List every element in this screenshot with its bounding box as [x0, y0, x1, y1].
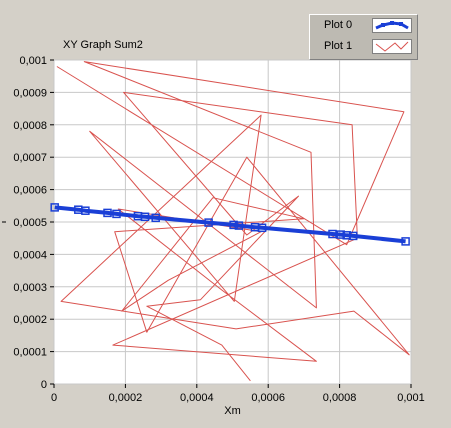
grid	[53, 59, 412, 385]
data-point-plot-0	[336, 230, 345, 239]
y-tick-label: 0,0002	[13, 314, 47, 326]
data-point-plot-0	[348, 231, 358, 241]
y-tick-label: 0,0004	[13, 249, 47, 261]
plot-1-swatch-icon[interactable]	[372, 39, 412, 54]
y-tick-label: 0,0003	[13, 282, 47, 294]
y-tick-label: 0,0005	[13, 217, 47, 229]
data-point-plot-0	[401, 237, 410, 246]
data-point-plot-0	[328, 229, 337, 239]
plot-panel: 0 0,0002 0,0004 0,0006 0,0008 0,001 0 0,0001 0,0…	[0, 18, 432, 428]
legend-item-plot-0[interactable]: Plot 0	[310, 16, 417, 36]
legend-label: Plot 1	[324, 40, 353, 52]
data-point-plot-0	[81, 206, 90, 215]
legend-label: Plot 0	[324, 19, 353, 31]
y-tick-label: 0,0009	[13, 87, 47, 99]
series-line-plot-1	[56, 61, 410, 382]
x-axis-label: Xm	[224, 405, 241, 417]
x-tick-label: 0	[51, 392, 57, 404]
y-tick-label: 0,0006	[13, 185, 47, 197]
y-tick-label: 0	[41, 379, 47, 391]
series-layer	[50, 61, 410, 382]
tick-labels: 0 0,0002 0,0004 0,0006 0,0008 0,001 0 0,0001 0,0…	[2, 55, 425, 404]
x-tick-label: 0,001	[397, 392, 425, 404]
y-tick-label: 0,0001	[13, 347, 47, 359]
x-tick-label: 0,0002	[109, 392, 143, 404]
data-point-plot-0	[140, 212, 150, 222]
y-tick-label: 0,001	[19, 55, 47, 67]
legend-item-plot-1[interactable]: Plot 1	[310, 37, 417, 57]
data-point-plot-0	[50, 203, 59, 212]
data-point-plot-0	[229, 220, 238, 230]
data-point-plot-0	[151, 213, 160, 223]
y-tick-label: 0,0007	[13, 152, 47, 164]
data-point-plot-0	[257, 223, 267, 233]
data-point-plot-0	[204, 218, 213, 227]
xy-graph-chart[interactable]: 0 0,0002 0,0004 0,0006 0,0008 0,001 0 0,0001 0,0…	[0, 18, 432, 428]
plot-0-swatch-icon[interactable]	[372, 18, 412, 33]
data-point-plot-0	[103, 208, 112, 218]
y-tick-label: 0,0008	[13, 120, 47, 132]
plot-legend[interactable]: Plot 0 Plot 1	[309, 14, 418, 60]
x-tick-label: 0,0008	[323, 392, 357, 404]
data-point-plot-0	[234, 221, 244, 230]
x-tick-label: 0,0006	[251, 392, 285, 404]
chart-title: XY Graph Sum2	[63, 39, 143, 51]
data-point-plot-0	[112, 209, 121, 219]
x-tick-label: 0,0004	[180, 392, 214, 404]
